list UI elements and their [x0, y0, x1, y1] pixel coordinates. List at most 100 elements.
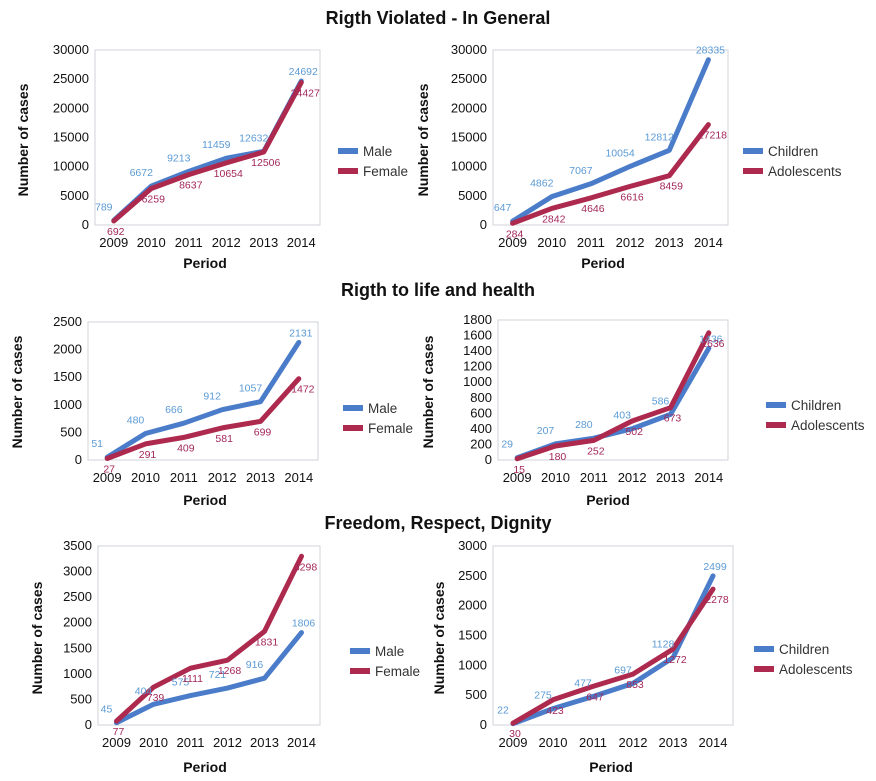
y-tick-label: 1400 — [463, 343, 492, 358]
data-label: 24692 — [289, 66, 318, 78]
data-label: 9213 — [167, 152, 191, 164]
x-tick-label: 2014 — [287, 735, 316, 750]
plot-frame — [94, 49, 321, 226]
x-tick-label: 2010 — [131, 470, 160, 485]
series-line-adolescents — [510, 122, 711, 226]
x-axis-label: Period — [581, 255, 625, 271]
legend-swatch — [343, 405, 363, 411]
plot-frame — [97, 545, 321, 726]
legend-swatch — [343, 425, 363, 431]
legend-label: Female — [375, 664, 420, 679]
data-label: 29 — [501, 439, 513, 451]
chart-general-gender: 0 5000 10000 15000 20000 25000 30000 2009 2010 20… — [15, 42, 408, 271]
series-line-children — [510, 57, 711, 224]
data-label: 1831 — [255, 636, 279, 648]
data-label: 697 — [614, 664, 632, 676]
chart-general-age: 0 5000 10000 15000 20000 25000 30000 2009 2010 20… — [415, 42, 842, 271]
y-tick-label: 3000 — [458, 538, 487, 553]
y-tick-label: 1600 — [463, 328, 492, 343]
data-label: 15 — [513, 464, 525, 476]
x-tick-label: 2011 — [580, 470, 608, 485]
y-tick-label: 500 — [60, 424, 82, 439]
x-tick-label: 2014 — [694, 235, 723, 250]
data-label: 10654 — [214, 168, 243, 180]
data-label: 403 — [613, 410, 631, 422]
data-label: 739 — [147, 692, 165, 704]
x-axis-label: Period — [183, 759, 227, 775]
data-label: 12632 — [239, 132, 268, 144]
chart-freedom-age: 0 500 1000 1500 2000 2500 3000 2009 2010 2011 2012… — [431, 538, 853, 775]
data-label: 721 — [209, 669, 227, 681]
data-label: 647 — [494, 202, 512, 214]
series-line-children — [510, 573, 716, 727]
data-label: 1472 — [291, 384, 315, 396]
data-label: 581 — [215, 433, 233, 445]
plot-frame — [87, 321, 319, 461]
x-tick-label: 2013 — [659, 735, 688, 750]
y-tick-label: 2000 — [63, 615, 92, 630]
data-label: 284 — [506, 228, 524, 240]
legend-label: Children — [779, 642, 829, 657]
legend-label: Female — [363, 164, 408, 179]
x-tick-label: 2014 — [699, 735, 728, 750]
y-tick-label: 1000 — [53, 397, 82, 412]
data-label: 423 — [546, 705, 564, 717]
x-axis-label: Period — [183, 492, 227, 508]
data-label: 1057 — [239, 383, 263, 395]
data-label: 1272 — [663, 654, 687, 666]
data-label: 252 — [587, 445, 605, 457]
x-tick-label: 2014 — [284, 470, 313, 485]
y-tick-label: 2000 — [458, 598, 487, 613]
series-line-adolescents — [514, 330, 712, 462]
section-title-life-health: Rigth to life and health — [341, 280, 535, 300]
data-label: 24427 — [291, 88, 320, 100]
data-label: 2842 — [542, 213, 566, 225]
y-tick-label: 1000 — [458, 657, 487, 672]
x-tick-label: 2011 — [577, 235, 605, 250]
data-label: 3298 — [294, 561, 318, 573]
chart-life-health-gender: 0 500 1000 1500 2000 2500 2009 2010 2011 2012 2013… — [9, 314, 413, 508]
y-tick-label: 5000 — [458, 188, 487, 203]
x-tick-label: 2009 — [93, 470, 122, 485]
data-label: 275 — [534, 690, 552, 702]
x-tick-label: 2014 — [694, 470, 723, 485]
y-tick-label: 20000 — [53, 100, 89, 115]
plot-frame — [492, 49, 729, 226]
data-label: 647 — [586, 691, 604, 703]
y-tick-label: 600 — [470, 405, 492, 420]
data-label: 1268 — [218, 665, 242, 677]
y-tick-label: 400 — [470, 421, 492, 436]
x-tick-label: 2011 — [170, 470, 198, 485]
y-tick-label: 2500 — [458, 568, 487, 583]
y-tick-label: 2000 — [53, 342, 82, 357]
y-axis-label: Number of cases — [431, 581, 447, 694]
x-tick-label: 2011 — [177, 735, 205, 750]
y-axis-label: Number of cases — [415, 83, 431, 196]
x-tick-label: 2010 — [541, 470, 570, 485]
plot-frame — [497, 319, 729, 461]
series-line-female — [111, 80, 304, 224]
legend-label: Male — [363, 144, 392, 159]
x-tick-label: 2009 — [499, 735, 528, 750]
data-label: 10054 — [605, 147, 634, 159]
x-tick-label: 2012 — [212, 235, 241, 250]
data-label: 1806 — [292, 618, 316, 630]
y-tick-label: 1500 — [63, 640, 92, 655]
legend-swatch — [754, 666, 774, 672]
legend-label: Adolescents — [791, 418, 865, 433]
x-tick-label: 2011 — [579, 735, 607, 750]
data-label: 11459 — [202, 139, 231, 151]
legend-swatch — [338, 168, 358, 174]
data-label: 575 — [172, 677, 190, 689]
legend-swatch — [766, 402, 786, 408]
x-tick-label: 2013 — [656, 470, 685, 485]
y-tick-label: 1200 — [463, 359, 492, 374]
y-tick-label: 3500 — [63, 538, 92, 553]
data-label: 8459 — [660, 181, 684, 193]
data-label: 477 — [574, 678, 592, 690]
data-label: 8637 — [179, 180, 203, 192]
section-title-freedom: Freedom, Respect, Dignity — [324, 513, 552, 533]
legend-swatch — [743, 148, 763, 154]
y-tick-label: 0 — [75, 452, 82, 467]
data-label: 291 — [139, 449, 157, 461]
